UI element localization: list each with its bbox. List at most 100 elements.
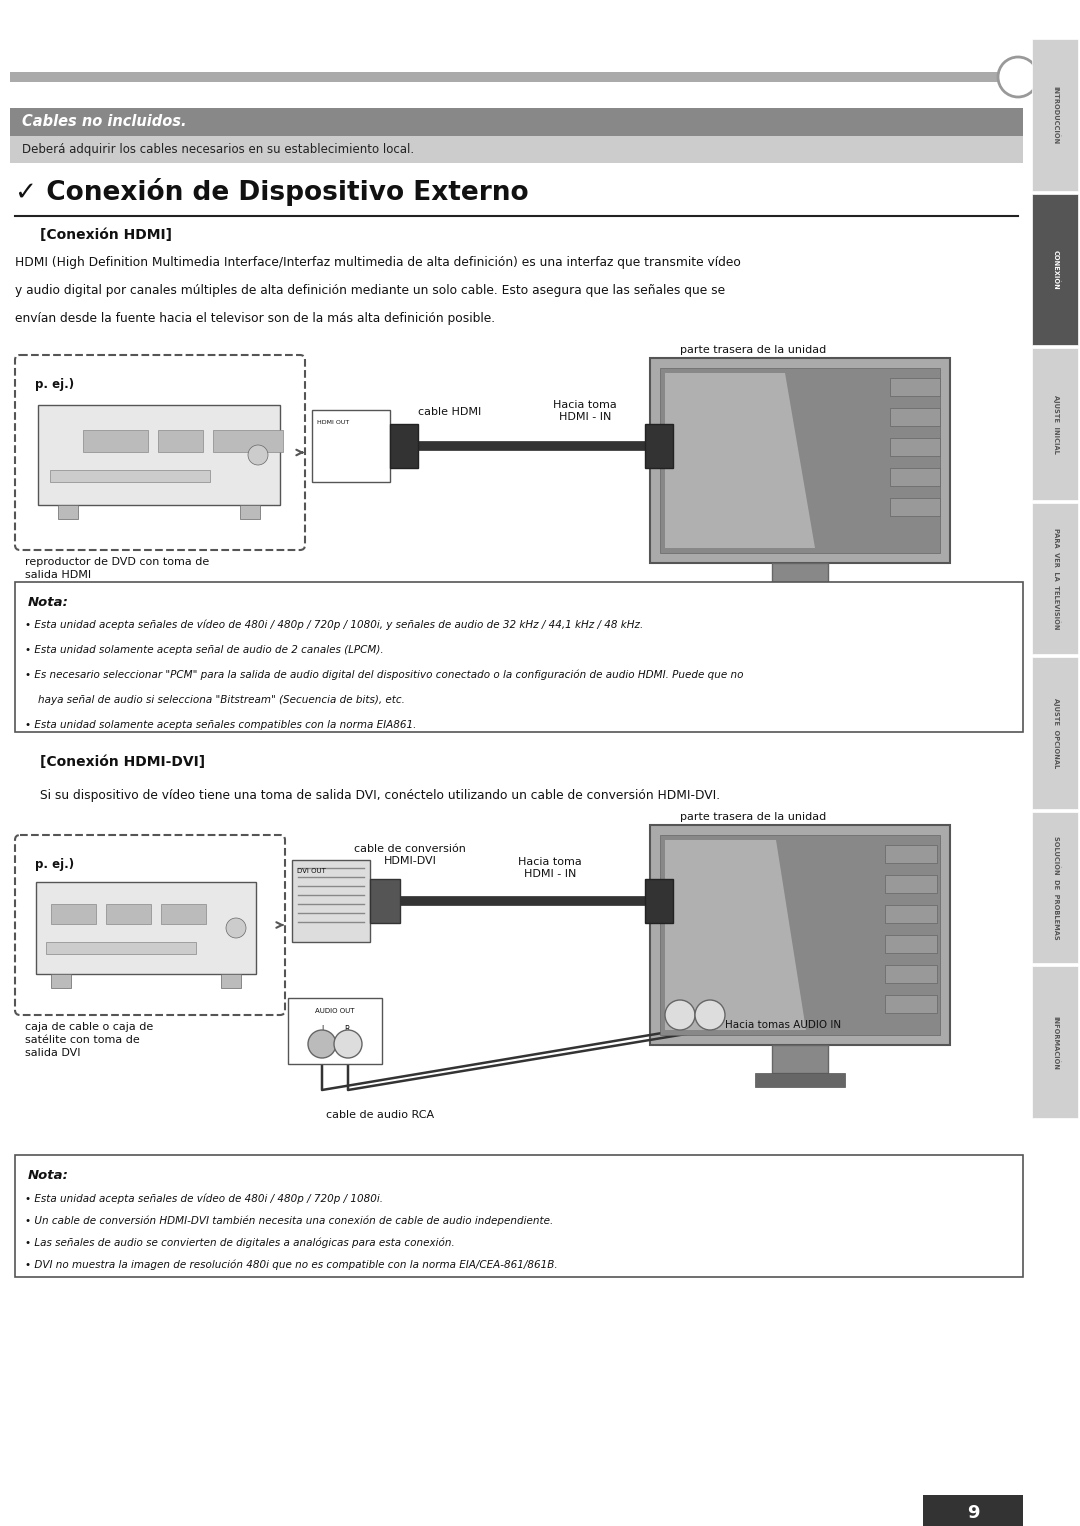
Circle shape	[308, 1030, 336, 1058]
Bar	[885, 964, 937, 983]
Bar	[1032, 502, 1078, 655]
Bar	[158, 430, 203, 452]
Text: INFORMACIÓN: INFORMACIÓN	[1053, 1016, 1059, 1070]
Text: reproductor de DVD con toma de
salida HDMI: reproductor de DVD con toma de salida HD…	[25, 557, 210, 580]
Circle shape	[998, 56, 1038, 98]
Bar	[885, 874, 937, 893]
Text: L: L	[321, 1025, 325, 1035]
Text: parte trasera de la unidad: parte trasera de la unidad	[680, 812, 826, 823]
Bar	[312, 410, 390, 482]
Polygon shape	[665, 839, 806, 1030]
Text: AUDIO OUT: AUDIO OUT	[315, 1009, 354, 1013]
Text: cable de audio RCA: cable de audio RCA	[326, 1109, 434, 1120]
Bar	[885, 995, 937, 1013]
Bar	[58, 505, 78, 519]
Circle shape	[226, 919, 246, 938]
Bar	[660, 835, 940, 1035]
Bar	[1032, 194, 1078, 345]
Text: • Es necesario seleccionar "PCM" para la salida de audio digital del dispositivo: • Es necesario seleccionar "PCM" para la…	[25, 670, 743, 681]
Bar	[890, 378, 940, 397]
Bar	[885, 845, 937, 864]
Bar	[923, 1495, 1023, 1526]
Text: CONEXIÓN: CONEXIÓN	[1053, 250, 1059, 290]
Bar	[772, 1045, 828, 1073]
Bar	[221, 974, 241, 987]
Bar	[650, 359, 950, 563]
Text: Nota:: Nota:	[28, 597, 69, 609]
Text: • Esta unidad acepta señales de vídeo de 480i / 480p / 720p / 1080i, y señales d: • Esta unidad acepta señales de vídeo de…	[25, 620, 644, 630]
Bar	[885, 905, 937, 923]
Text: envían desde la fuente hacia el televisor son de la más alta definición posible.: envían desde la fuente hacia el televiso…	[15, 311, 495, 325]
Bar	[50, 470, 210, 482]
Bar	[1032, 40, 1078, 191]
Bar	[213, 430, 283, 452]
Text: • DVI no muestra la imagen de resolución 480i que no es compatible con la norma : • DVI no muestra la imagen de resolución…	[25, 1259, 557, 1270]
Bar	[1032, 966, 1078, 1119]
Text: [Conexión HDMI-DVI]: [Conexión HDMI-DVI]	[40, 755, 205, 769]
Bar	[15, 581, 1023, 732]
Text: • Esta unidad solamente acepta señales compatibles con la norma EIA861.: • Esta unidad solamente acepta señales c…	[25, 720, 417, 729]
Bar	[1032, 658, 1078, 809]
Text: AJUSTE  OPCIONAL: AJUSTE OPCIONAL	[1053, 699, 1059, 769]
Bar	[1032, 812, 1078, 963]
Text: INTRODUCCIÓN: INTRODUCCIÓN	[1053, 85, 1059, 145]
Text: y audio digital por canales múltiples de alta definición mediante un solo cable.: y audio digital por canales múltiples de…	[15, 284, 725, 298]
Bar	[645, 424, 673, 468]
Bar	[51, 974, 71, 987]
Text: PARA  VER  LA  TELEVISIÓN: PARA VER LA TELEVISIÓN	[1053, 528, 1059, 630]
Text: • Esta unidad solamente acepta señal de audio de 2 canales (LPCM).: • Esta unidad solamente acepta señal de …	[25, 645, 383, 655]
Text: Si su dispositivo de vídeo tiene una toma de salida DVI, conéctelo utilizando un: Si su dispositivo de vídeo tiene una tom…	[40, 789, 720, 803]
Circle shape	[696, 1000, 725, 1030]
Text: Nota:: Nota:	[28, 1169, 69, 1183]
Text: Hacia toma
HDMI - IN: Hacia toma HDMI - IN	[518, 858, 582, 879]
Text: parte trasera de la unidad: parte trasera de la unidad	[680, 345, 826, 356]
Bar	[46, 942, 195, 954]
Bar	[10, 72, 1028, 82]
Text: Hacia toma
HDMI - IN: Hacia toma HDMI - IN	[553, 400, 617, 423]
Text: cable HDMI: cable HDMI	[418, 407, 482, 417]
Bar	[292, 861, 370, 942]
Bar	[660, 368, 940, 552]
Bar	[10, 136, 1023, 163]
Bar	[755, 1073, 845, 1087]
Bar	[890, 468, 940, 485]
Bar	[15, 1155, 1023, 1277]
Circle shape	[665, 1000, 696, 1030]
Bar	[890, 407, 940, 426]
Text: • Un cable de conversión HDMI-DVI también necesita una conexión de cable de audi: • Un cable de conversión HDMI-DVI tambié…	[25, 1215, 553, 1225]
Bar	[36, 882, 256, 974]
Bar	[885, 935, 937, 954]
Bar	[1032, 348, 1078, 499]
Bar	[772, 563, 828, 591]
Text: R: R	[345, 1025, 350, 1035]
Circle shape	[248, 446, 268, 465]
Text: Cables no incluidos.: Cables no incluidos.	[22, 114, 187, 130]
Text: caja de cable o caja de
satélite con toma de
salida DVI: caja de cable o caja de satélite con tom…	[25, 1022, 153, 1059]
Bar	[645, 879, 673, 923]
Text: DVI OUT: DVI OUT	[297, 868, 326, 874]
Bar	[51, 903, 96, 925]
Text: [Conexión HDMI]: [Conexión HDMI]	[40, 227, 172, 243]
Text: p. ej.): p. ej.)	[35, 378, 75, 391]
FancyBboxPatch shape	[288, 998, 382, 1064]
Bar	[890, 497, 940, 516]
Text: Hacia tomas AUDIO IN: Hacia tomas AUDIO IN	[725, 1019, 841, 1030]
Bar	[38, 404, 280, 505]
Bar	[240, 505, 260, 519]
Bar	[10, 108, 1023, 136]
Bar	[370, 879, 400, 923]
Text: • Las señales de audio se convierten de digitales a analógicas para esta conexió: • Las señales de audio se convierten de …	[25, 1238, 455, 1247]
FancyBboxPatch shape	[15, 835, 285, 1015]
Bar	[755, 591, 845, 604]
Circle shape	[334, 1030, 362, 1058]
Text: HDMI (High Definition Multimedia Interface/Interfaz multimedia de alta definició: HDMI (High Definition Multimedia Interfa…	[15, 256, 741, 269]
Text: haya señal de audio si selecciona "Bitstream" (Secuencia de bits), etc.: haya señal de audio si selecciona "Bitst…	[25, 694, 405, 705]
Text: Deberá adquirir los cables necesarios en su establecimiento local.: Deberá adquirir los cables necesarios en…	[22, 143, 414, 156]
Text: HDMI OUT: HDMI OUT	[318, 420, 349, 426]
Bar	[83, 430, 148, 452]
Bar	[390, 424, 418, 468]
Bar	[161, 903, 206, 925]
Text: cable de conversión
HDMI-DVI: cable de conversión HDMI-DVI	[354, 844, 465, 867]
Polygon shape	[665, 372, 815, 548]
Text: SOLUCIÓN  DE  PROBLEMAS: SOLUCIÓN DE PROBLEMAS	[1053, 836, 1059, 940]
